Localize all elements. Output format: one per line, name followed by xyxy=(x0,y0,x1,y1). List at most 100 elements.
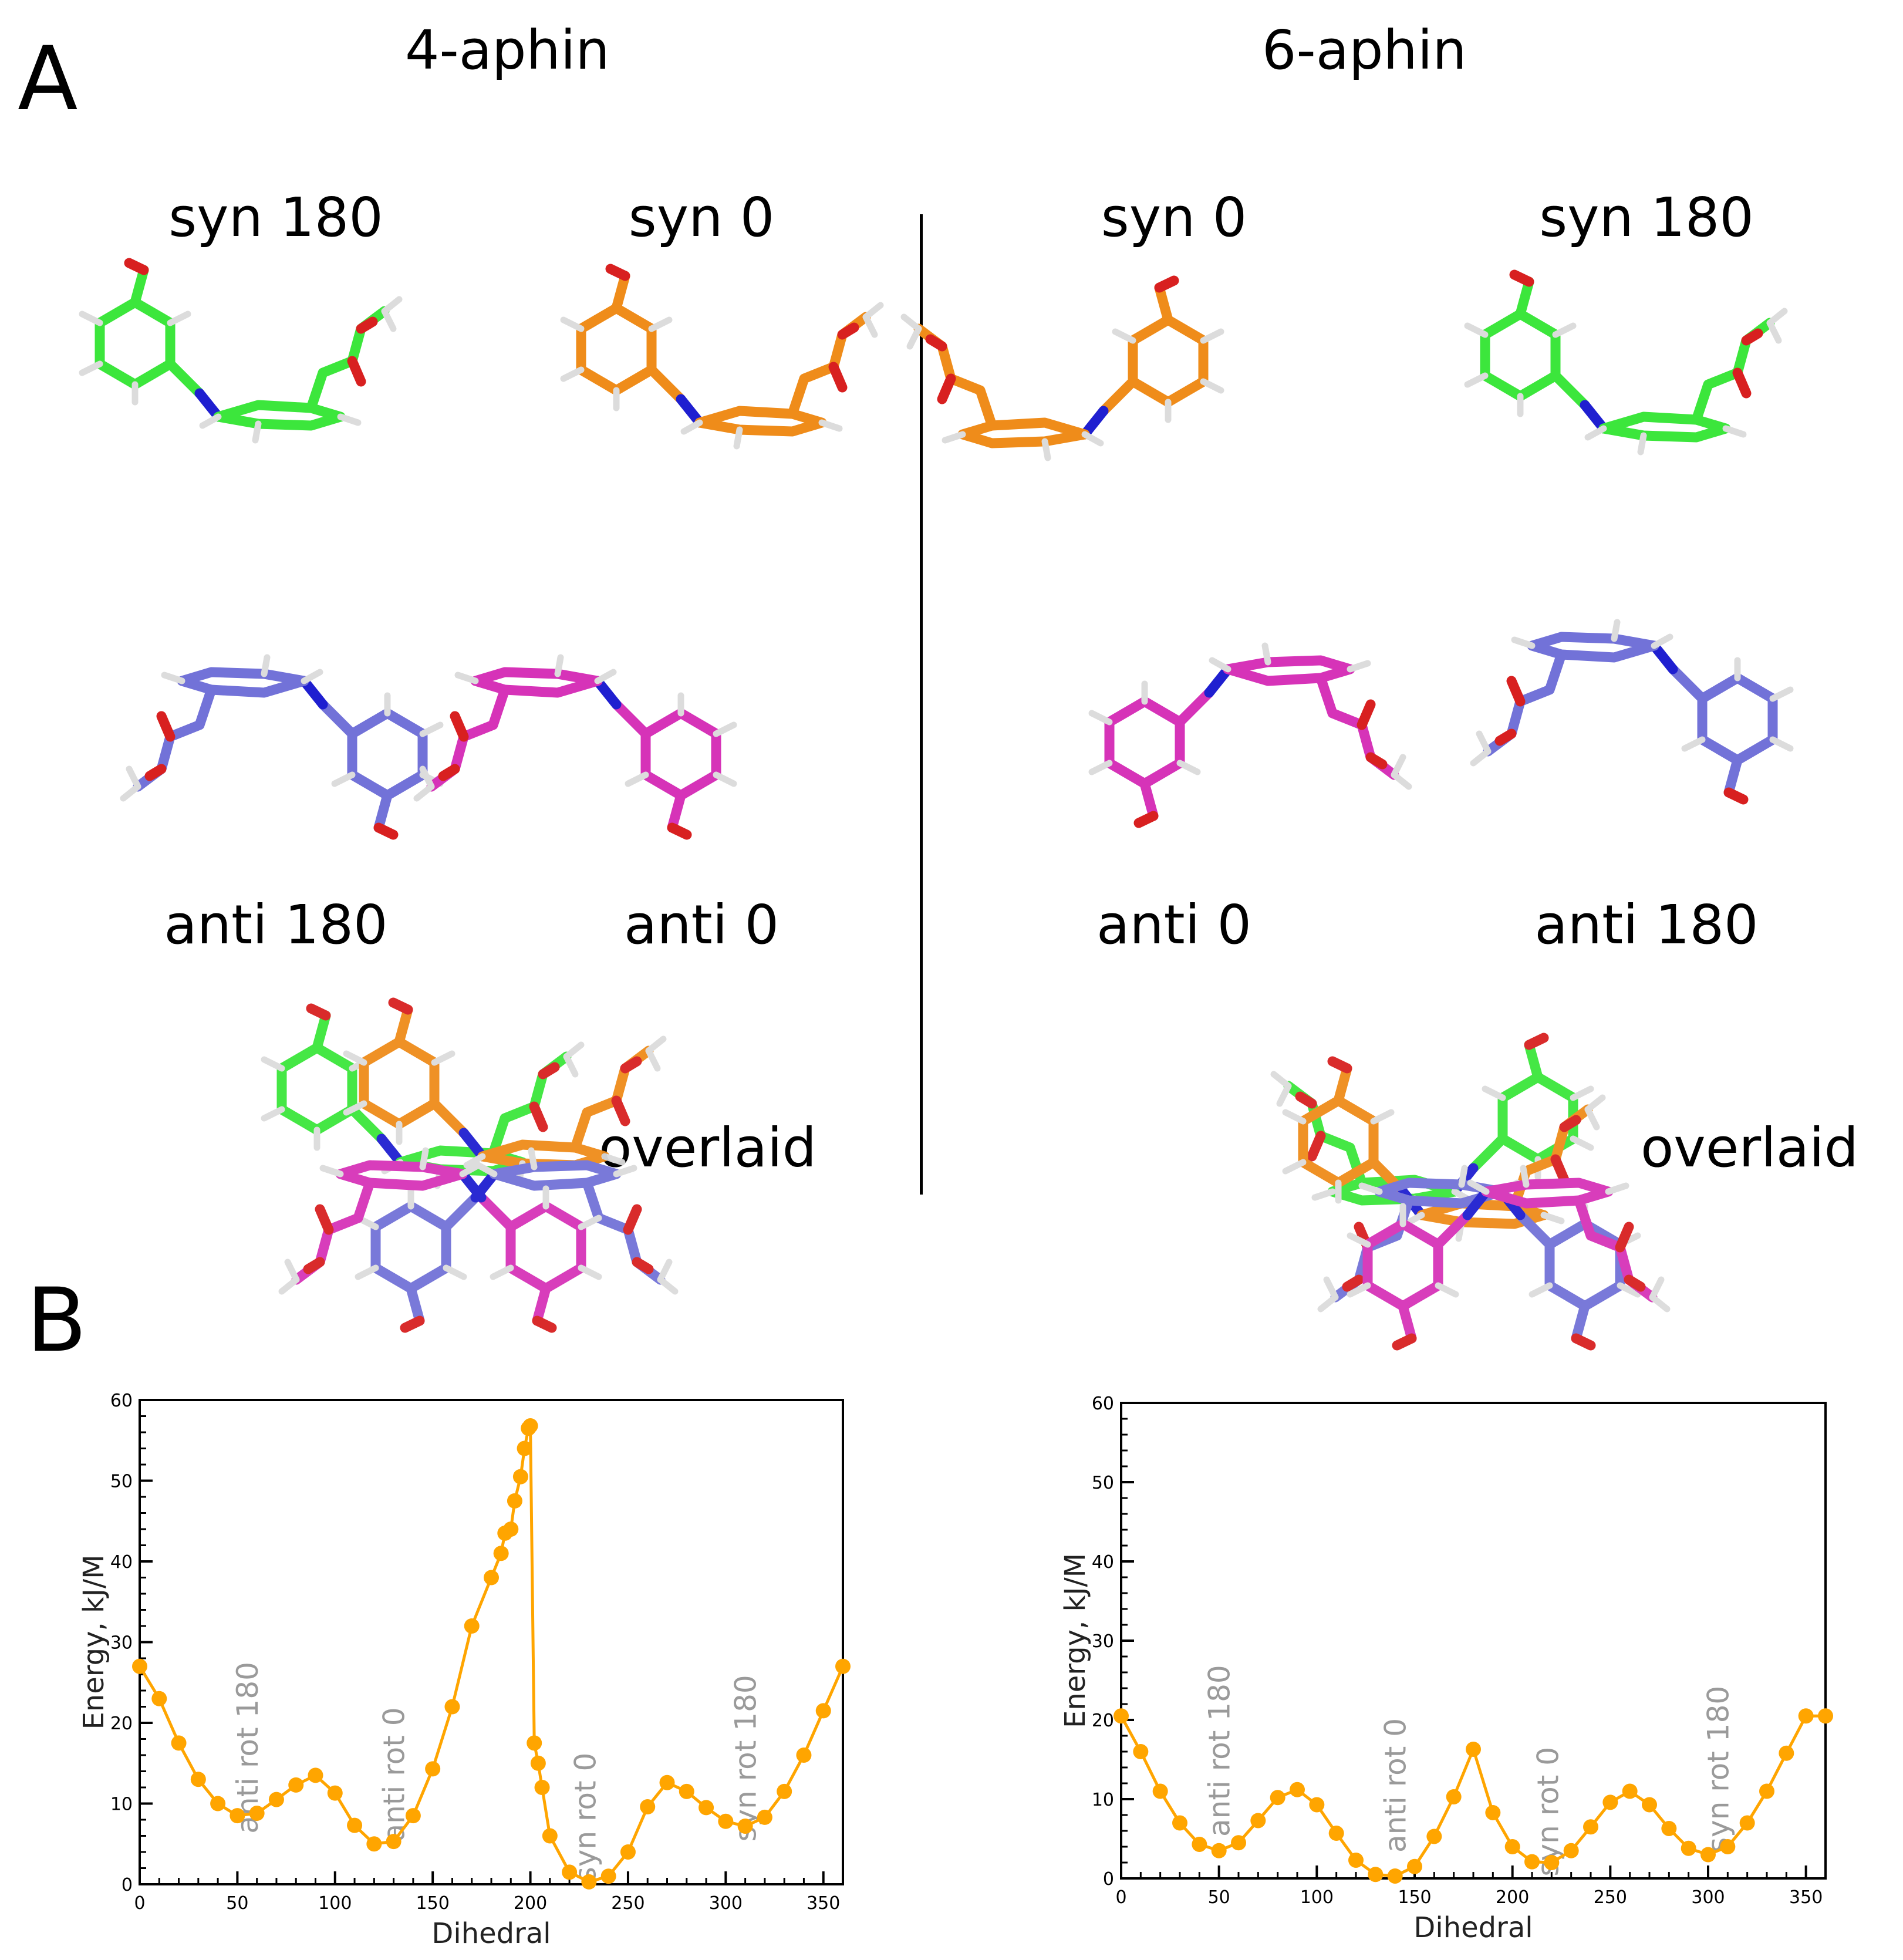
data-point xyxy=(1231,1835,1246,1851)
data-point xyxy=(1544,1855,1560,1870)
data-point xyxy=(815,1703,831,1719)
annotation-label: anti rot 180 xyxy=(1203,1665,1237,1837)
y-tick-label: 30 xyxy=(1092,1631,1114,1652)
data-point xyxy=(507,1493,522,1509)
annotation-label: syn rot 180 xyxy=(729,1675,763,1841)
data-point xyxy=(503,1522,519,1537)
molecule-4aphin-anti-0 xyxy=(417,657,734,835)
data-point xyxy=(1114,1708,1129,1724)
data-point xyxy=(699,1800,714,1816)
data-point xyxy=(1720,1839,1736,1854)
data-point xyxy=(542,1828,558,1844)
label-6aphin-overlaid: overlaid xyxy=(1641,1116,1859,1179)
x-tick-label: 250 xyxy=(1594,1887,1627,1908)
x-tick-label: 0 xyxy=(1115,1887,1126,1908)
x-tick-label: 350 xyxy=(807,1893,840,1914)
data-point xyxy=(517,1441,532,1456)
data-point xyxy=(288,1777,304,1793)
data-point xyxy=(268,1792,284,1807)
y-axis-label: Energy, kJ/M xyxy=(77,1554,110,1729)
y-tick-label: 0 xyxy=(122,1875,133,1895)
data-point xyxy=(493,1546,509,1561)
data-point xyxy=(249,1806,265,1821)
data-point xyxy=(132,1658,147,1674)
data-point xyxy=(1309,1797,1325,1813)
x-axis-label: Dihedral xyxy=(1413,1911,1533,1944)
data-point xyxy=(522,1418,538,1433)
data-point xyxy=(386,1834,401,1850)
x-tick-label: 50 xyxy=(226,1893,248,1914)
molecule-6aphin-anti-0 xyxy=(1092,646,1409,823)
data-point xyxy=(1524,1854,1540,1870)
data-point xyxy=(1387,1868,1403,1884)
data-point xyxy=(1602,1794,1618,1810)
x-tick-label: 100 xyxy=(318,1893,352,1914)
data-point xyxy=(737,1819,753,1834)
y-tick-label: 40 xyxy=(110,1552,133,1573)
molecule-renderings xyxy=(0,0,1903,1409)
data-point xyxy=(464,1618,480,1634)
annotation-label: anti rot 180 xyxy=(231,1662,265,1834)
data-point xyxy=(1563,1843,1579,1858)
molecule-4aphin-overlaid xyxy=(264,1003,675,1328)
label-4aphin-syn-180: syn 180 xyxy=(168,186,383,249)
data-point xyxy=(512,1469,528,1485)
x-tick-label: 0 xyxy=(134,1893,145,1914)
y-tick-label: 10 xyxy=(110,1794,133,1815)
data-point xyxy=(1446,1789,1462,1804)
y-tick-label: 20 xyxy=(110,1713,133,1734)
data-point xyxy=(210,1796,226,1811)
molecule-4aphin-anti-180 xyxy=(123,657,440,835)
data-point xyxy=(190,1772,206,1787)
y-tick-label: 60 xyxy=(110,1391,133,1411)
data-point xyxy=(1270,1790,1285,1806)
data-point xyxy=(1622,1783,1638,1799)
data-point xyxy=(1290,1782,1305,1797)
energy-chart-4aphin: 0 50 100 150 200 250 300 350 0 10 20 30 40 50 60 Dihedr… xyxy=(77,1391,851,1950)
data-point xyxy=(405,1808,421,1824)
data-point xyxy=(1504,1839,1520,1854)
data-point xyxy=(718,1813,734,1829)
label-4aphin-anti-0: anti 0 xyxy=(623,893,780,956)
y-tick-label: 50 xyxy=(1092,1473,1114,1493)
data-point xyxy=(659,1775,675,1790)
data-point xyxy=(171,1735,187,1751)
data-point xyxy=(151,1691,167,1706)
energy-series-line xyxy=(138,1422,845,1884)
annotation-label: anti rot 0 xyxy=(377,1707,411,1841)
data-point xyxy=(1642,1797,1657,1813)
data-point xyxy=(1798,1708,1814,1724)
data-point xyxy=(1583,1819,1598,1835)
data-point xyxy=(1739,1815,1755,1831)
y-tick-label: 30 xyxy=(110,1633,133,1654)
data-point xyxy=(1407,1858,1422,1874)
molecule-6aphin-anti-180 xyxy=(1473,622,1790,799)
data-point xyxy=(327,1785,343,1801)
label-6aphin-syn-180: syn 180 xyxy=(1539,186,1754,249)
data-point xyxy=(1466,1741,1481,1757)
data-point xyxy=(1211,1843,1227,1858)
data-point xyxy=(1348,1852,1364,1868)
annotation-label: syn rot 0 xyxy=(1531,1747,1565,1877)
panel-divider xyxy=(920,214,923,1195)
data-point xyxy=(835,1658,851,1674)
data-point xyxy=(581,1874,597,1890)
label-6aphin-anti-0: anti 0 xyxy=(1096,893,1252,956)
data-point xyxy=(1250,1813,1266,1829)
data-point xyxy=(1818,1708,1833,1724)
label-4aphin-syn-0: syn 0 xyxy=(628,186,775,249)
x-tick-label: 250 xyxy=(611,1893,645,1914)
data-point xyxy=(534,1780,550,1795)
panel-letter-a: A xyxy=(18,28,78,130)
data-point xyxy=(484,1570,499,1585)
data-point xyxy=(1192,1836,1207,1852)
data-point xyxy=(1700,1847,1716,1863)
data-point xyxy=(620,1844,636,1860)
data-point xyxy=(366,1836,382,1852)
y-axis-label: Energy, kJ/M xyxy=(1059,1553,1092,1728)
x-axis-label: Dihedral xyxy=(431,1917,551,1950)
data-point xyxy=(1681,1840,1696,1856)
x-tick-label: 50 xyxy=(1208,1887,1230,1908)
data-point xyxy=(230,1808,245,1824)
data-point xyxy=(1133,1744,1149,1759)
